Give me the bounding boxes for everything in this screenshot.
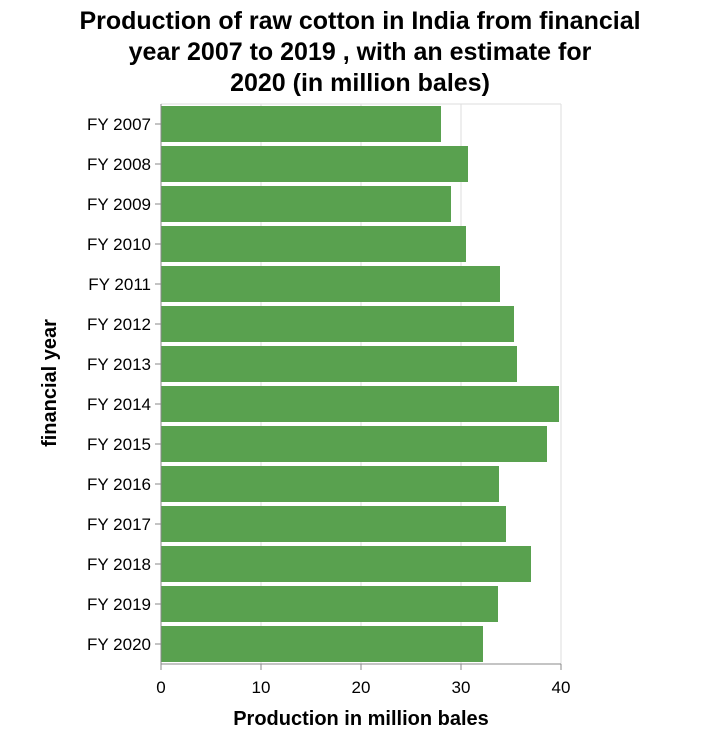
- bar: [161, 186, 451, 222]
- y-tick-label: FY 2018: [87, 555, 151, 574]
- y-tick-label: FY 2016: [87, 475, 151, 494]
- bar: [161, 466, 499, 502]
- y-tick-label: FY 2007: [87, 115, 151, 134]
- bars: [161, 106, 559, 662]
- chart-title-line-2: year 2007 to 2019 , with an estimate for: [129, 38, 592, 66]
- bar: [161, 386, 559, 422]
- x-tick-label: 0: [156, 678, 165, 697]
- chart-title: Production of raw cotton in India from f…: [79, 7, 640, 97]
- bar: [161, 346, 517, 382]
- bar: [161, 226, 466, 262]
- y-tick-label: FY 2020: [87, 635, 151, 654]
- y-axis-title: financial year: [39, 319, 61, 447]
- bar: [161, 586, 498, 622]
- y-tick-label: FY 2015: [87, 435, 151, 454]
- y-tick-label: FY 2009: [87, 195, 151, 214]
- x-tick-label: 40: [552, 678, 571, 697]
- x-tick-label: 30: [452, 678, 471, 697]
- bar: [161, 626, 483, 662]
- bar: [161, 306, 514, 342]
- bar: [161, 146, 468, 182]
- y-tick-label: FY 2019: [87, 595, 151, 614]
- axes: [155, 104, 562, 670]
- y-tick-label: FY 2012: [87, 315, 151, 334]
- y-tick-label: FY 2017: [87, 515, 151, 534]
- y-tick-label: FY 2008: [87, 155, 151, 174]
- bar: [161, 506, 506, 542]
- x-axis-title: Production in million bales: [233, 708, 489, 730]
- y-tick-label: FY 2011: [88, 275, 151, 294]
- y-tick-label: FY 2013: [87, 355, 151, 374]
- chart-title-line-1: Production of raw cotton in India from f…: [79, 7, 640, 35]
- x-tick-label: 10: [252, 678, 271, 697]
- bar: [161, 546, 531, 582]
- bar: [161, 426, 547, 462]
- y-tick-label: FY 2014: [87, 395, 151, 414]
- bar: [161, 266, 500, 302]
- y-tick-labels: FY 2007 FY 2008 FY 2009 FY 2010 FY 2011 FY 20…: [87, 115, 151, 654]
- x-tick-labels: 0 10 20 30 40: [156, 678, 570, 697]
- x-tick-label: 20: [352, 678, 371, 697]
- bar: [161, 106, 441, 142]
- chart-title-line-3: 2020 (in million bales): [230, 69, 490, 97]
- y-tick-label: FY 2010: [87, 235, 151, 254]
